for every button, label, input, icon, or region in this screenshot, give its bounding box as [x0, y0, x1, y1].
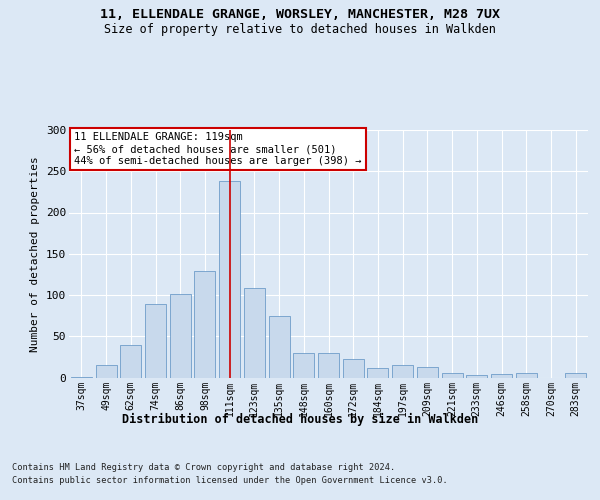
Bar: [318, 353, 339, 378]
Text: Contains HM Land Registry data © Crown copyright and database right 2024.: Contains HM Land Registry data © Crown c…: [12, 462, 395, 471]
Bar: [392, 365, 413, 378]
Bar: [120, 346, 141, 378]
Bar: [491, 374, 512, 378]
Bar: [194, 271, 215, 378]
Bar: [466, 375, 487, 378]
Bar: [516, 374, 537, 378]
Bar: [417, 367, 438, 378]
Bar: [145, 304, 166, 378]
Bar: [170, 294, 191, 378]
Bar: [269, 316, 290, 378]
Text: Size of property relative to detached houses in Walkden: Size of property relative to detached ho…: [104, 22, 496, 36]
Bar: [219, 181, 240, 378]
Text: 11, ELLENDALE GRANGE, WORSLEY, MANCHESTER, M28 7UX: 11, ELLENDALE GRANGE, WORSLEY, MANCHESTE…: [100, 8, 500, 20]
Bar: [244, 288, 265, 378]
Bar: [71, 376, 92, 378]
Text: 11 ELLENDALE GRANGE: 119sqm
← 56% of detached houses are smaller (501)
44% of se: 11 ELLENDALE GRANGE: 119sqm ← 56% of det…: [74, 132, 362, 166]
Text: Distribution of detached houses by size in Walkden: Distribution of detached houses by size …: [122, 412, 478, 426]
Text: Contains public sector information licensed under the Open Government Licence v3: Contains public sector information licen…: [12, 476, 448, 485]
Bar: [442, 372, 463, 378]
Bar: [367, 368, 388, 378]
Y-axis label: Number of detached properties: Number of detached properties: [31, 156, 40, 352]
Bar: [343, 360, 364, 378]
Bar: [293, 353, 314, 378]
Bar: [565, 374, 586, 378]
Bar: [95, 365, 116, 378]
